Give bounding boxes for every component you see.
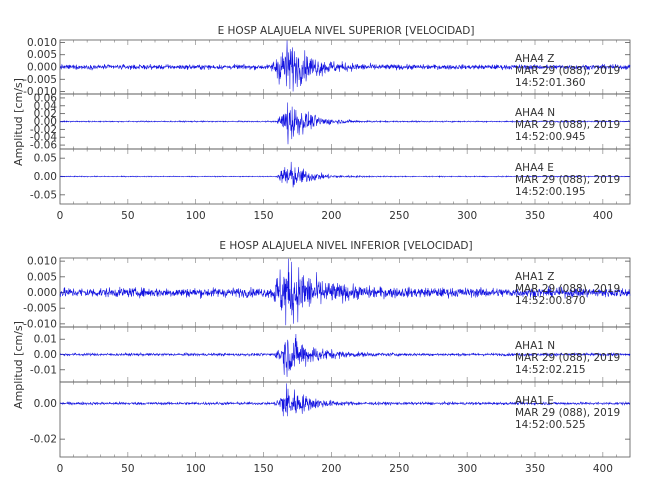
date-label: MAR 29 (088), 2019 bbox=[515, 283, 620, 295]
date-label: MAR 29 (088), 2019 bbox=[515, 352, 620, 364]
x-tick-label: 400 bbox=[593, 463, 613, 475]
time-label: 14:52:00.195 bbox=[515, 186, 586, 198]
x-tick-label: 50 bbox=[121, 210, 134, 222]
y-tick-label: 0.05 bbox=[34, 153, 57, 165]
x-tick-label: 250 bbox=[389, 463, 409, 475]
channel-label: AHA4 N bbox=[515, 107, 555, 119]
y-tick-label: 0.00 bbox=[34, 349, 57, 361]
upper-panel: E HOSP ALAJUELA NIVEL SUPERIOR [VELOCIDA… bbox=[12, 25, 631, 222]
date-label: MAR 29 (088), 2019 bbox=[515, 407, 620, 419]
waveform-line bbox=[59, 258, 631, 326]
lower-panel-title: E HOSP ALAJUELA NIVEL INFERIOR [VELOCIDA… bbox=[219, 240, 472, 252]
y-tick-label: 0.04 bbox=[34, 100, 58, 112]
y-tick-label: 0.010 bbox=[27, 256, 57, 268]
y-tick-label: 0.005 bbox=[27, 271, 57, 283]
channel-label: AHA1 E bbox=[515, 395, 554, 407]
time-label: 14:52:00.870 bbox=[515, 295, 586, 307]
x-tick-label: 200 bbox=[321, 210, 341, 222]
y-tick-label: -0.02 bbox=[30, 434, 57, 446]
x-tick-label: 0 bbox=[57, 210, 64, 222]
y-tick-label: 0.00 bbox=[34, 116, 57, 128]
time-label: 14:52:00.525 bbox=[515, 419, 586, 431]
x-tick-label: 150 bbox=[254, 210, 274, 222]
y-tick-label: 0.06 bbox=[34, 92, 58, 104]
y-tick-label: 0.01 bbox=[34, 334, 57, 346]
waveform-line bbox=[59, 161, 631, 188]
y-tick-label: -0.04 bbox=[30, 132, 57, 144]
x-tick-label: 300 bbox=[457, 463, 477, 475]
y-tick-label: 0.010 bbox=[27, 37, 57, 49]
lower-panel-ylabel: Amplitud [cm/s] bbox=[12, 321, 25, 409]
x-tick-label: 150 bbox=[254, 463, 274, 475]
x-tick-label: 300 bbox=[457, 210, 477, 222]
y-tick-label: 0.000 bbox=[27, 62, 57, 74]
channel-label: AHA1 Z bbox=[515, 271, 554, 283]
lower-panel: E HOSP ALAJUELA NIVEL INFERIOR [VELOCIDA… bbox=[12, 240, 631, 475]
date-label: MAR 29 (088), 2019 bbox=[515, 174, 620, 186]
x-tick-label: 350 bbox=[525, 463, 545, 475]
y-tick-label: -0.06 bbox=[30, 140, 57, 152]
upper-panel-ylabel: Amplitud [cm/s] bbox=[12, 78, 25, 166]
y-tick-label: -0.010 bbox=[23, 318, 57, 330]
time-label: 14:52:01.360 bbox=[515, 77, 586, 89]
y-tick-label: 0.005 bbox=[27, 49, 57, 61]
waveform-line bbox=[59, 40, 631, 92]
x-tick-label: 100 bbox=[186, 210, 206, 222]
time-label: 14:52:02.215 bbox=[515, 364, 586, 376]
date-label: MAR 29 (088), 2019 bbox=[515, 65, 620, 77]
y-tick-label: -0.05 bbox=[30, 189, 57, 201]
waveform-line bbox=[59, 383, 631, 417]
x-tick-label: 100 bbox=[186, 463, 206, 475]
channel-label: AHA4 E bbox=[515, 162, 554, 174]
x-tick-label: 0 bbox=[57, 463, 64, 475]
x-tick-label: 400 bbox=[593, 210, 613, 222]
y-tick-label: 0.00 bbox=[34, 171, 57, 183]
waveform-line bbox=[59, 102, 631, 145]
date-label: MAR 29 (088), 2019 bbox=[515, 119, 620, 131]
x-tick-label: 50 bbox=[121, 463, 134, 475]
waveform-line bbox=[59, 334, 631, 377]
x-tick-label: 350 bbox=[525, 210, 545, 222]
y-tick-label: -0.010 bbox=[23, 86, 57, 98]
y-tick-label: 0.000 bbox=[27, 287, 57, 299]
y-tick-label: -0.005 bbox=[23, 74, 57, 86]
channel-label: AHA4 Z bbox=[515, 53, 554, 65]
x-tick-label: 250 bbox=[389, 210, 409, 222]
time-label: 14:52:00.945 bbox=[515, 131, 586, 143]
y-tick-label: -0.01 bbox=[30, 364, 57, 376]
x-tick-label: 200 bbox=[321, 463, 341, 475]
y-tick-label: -0.005 bbox=[23, 303, 57, 315]
y-tick-label: 0.02 bbox=[34, 108, 57, 120]
y-tick-label: -0.02 bbox=[30, 124, 57, 136]
upper-panel-title: E HOSP ALAJUELA NIVEL SUPERIOR [VELOCIDA… bbox=[218, 25, 475, 37]
trace-2: 0.060.040.020.00-0.02-0.04-0.06 AHA4 NMAR… bbox=[30, 92, 631, 152]
channel-label: AHA1 N bbox=[515, 340, 555, 352]
y-tick-label: 0.00 bbox=[34, 398, 57, 410]
